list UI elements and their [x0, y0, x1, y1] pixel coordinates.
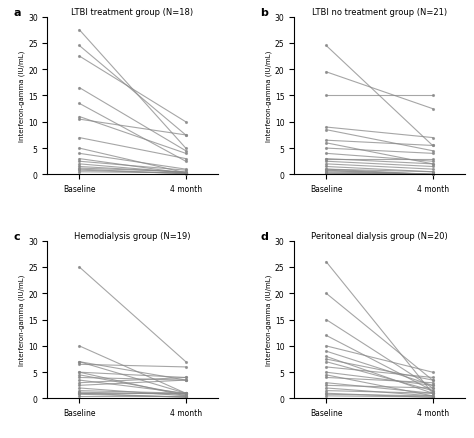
Title: Hemodialysis group (N=19): Hemodialysis group (N=19): [74, 231, 191, 240]
Title: Peritoneal dialysis group (N=20): Peritoneal dialysis group (N=20): [311, 231, 448, 240]
Title: LTBI treatment group (N=18): LTBI treatment group (N=18): [72, 8, 193, 17]
Text: a: a: [13, 8, 21, 18]
Y-axis label: Interferon-gamma (IU/mL): Interferon-gamma (IU/mL): [18, 274, 25, 365]
Y-axis label: Interferon-gamma (IU/mL): Interferon-gamma (IU/mL): [18, 51, 25, 142]
Y-axis label: Interferon-gamma (IU/mL): Interferon-gamma (IU/mL): [265, 274, 272, 365]
Text: c: c: [13, 232, 20, 242]
Text: d: d: [260, 232, 268, 242]
Text: b: b: [260, 8, 268, 18]
Title: LTBI no treatment group (N=21): LTBI no treatment group (N=21): [312, 8, 447, 17]
Y-axis label: Interferon-gamma (IU/mL): Interferon-gamma (IU/mL): [265, 51, 272, 142]
